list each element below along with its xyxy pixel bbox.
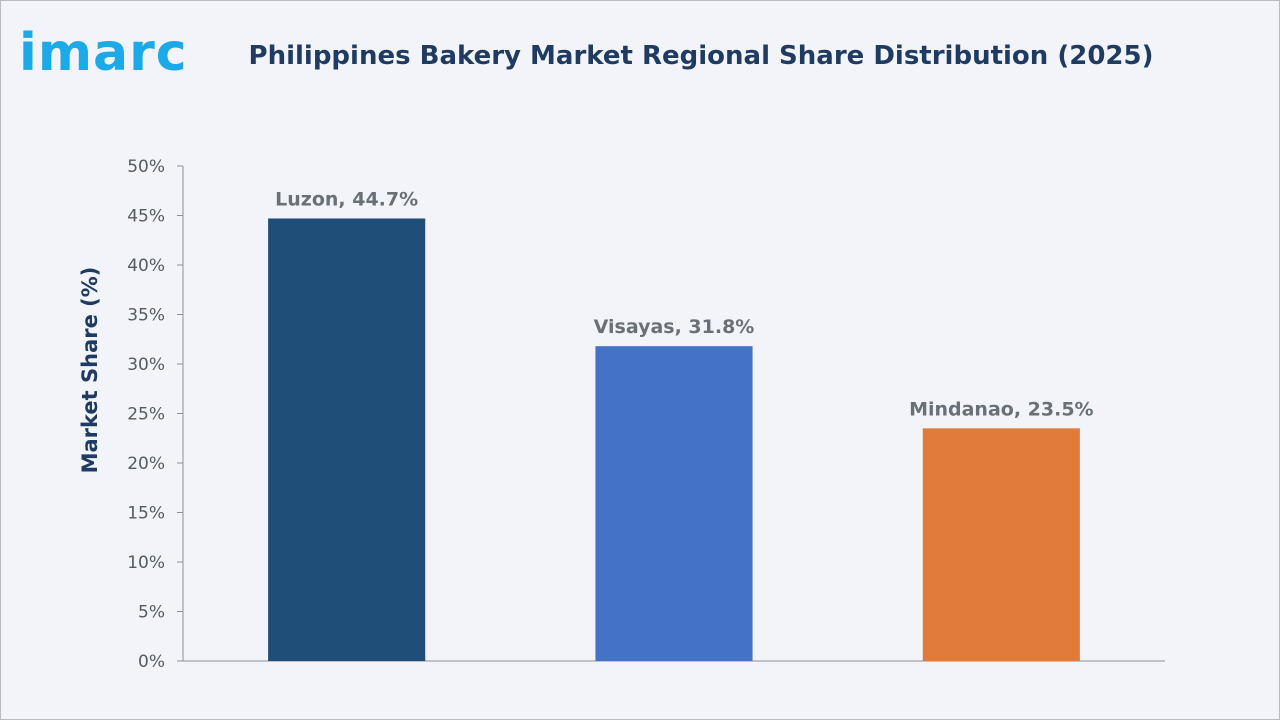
y-tick-label: 25%	[127, 405, 165, 425]
y-tick-label: 45%	[127, 207, 165, 227]
imarc-logo: imarc	[19, 23, 188, 83]
data-labels-group: Luzon, 44.7% Visayas, 31.8% Mindanao, 23.5…	[275, 188, 1093, 420]
y-tick-label: 40%	[127, 256, 165, 276]
y-tick-label: 15%	[127, 504, 165, 524]
y-tick-label: 0%	[138, 652, 165, 672]
y-axis: 0% 5% 10% 15% 20% 25% 30% 35% 40% 45% 50%	[127, 157, 1165, 672]
y-tick-label: 5%	[138, 603, 165, 623]
y-axis-title: Market Share (%)	[78, 267, 102, 474]
y-tick-label: 50%	[127, 157, 165, 177]
bar-visayas	[595, 346, 753, 661]
chart-title: Philippines Bakery Market Regional Share…	[248, 41, 1154, 71]
y-tick-label: 30%	[127, 355, 165, 375]
data-label-luzon: Luzon, 44.7%	[275, 188, 418, 210]
data-label-visayas: Visayas, 31.8%	[594, 316, 755, 338]
y-tick-label: 35%	[127, 306, 165, 326]
bar-mindanao	[922, 428, 1080, 661]
bar-luzon	[268, 218, 426, 661]
data-label-mindanao: Mindanao, 23.5%	[909, 398, 1094, 420]
bars-group	[268, 218, 1080, 661]
y-tick-label: 10%	[127, 553, 165, 573]
y-tick-label: 20%	[127, 454, 165, 474]
